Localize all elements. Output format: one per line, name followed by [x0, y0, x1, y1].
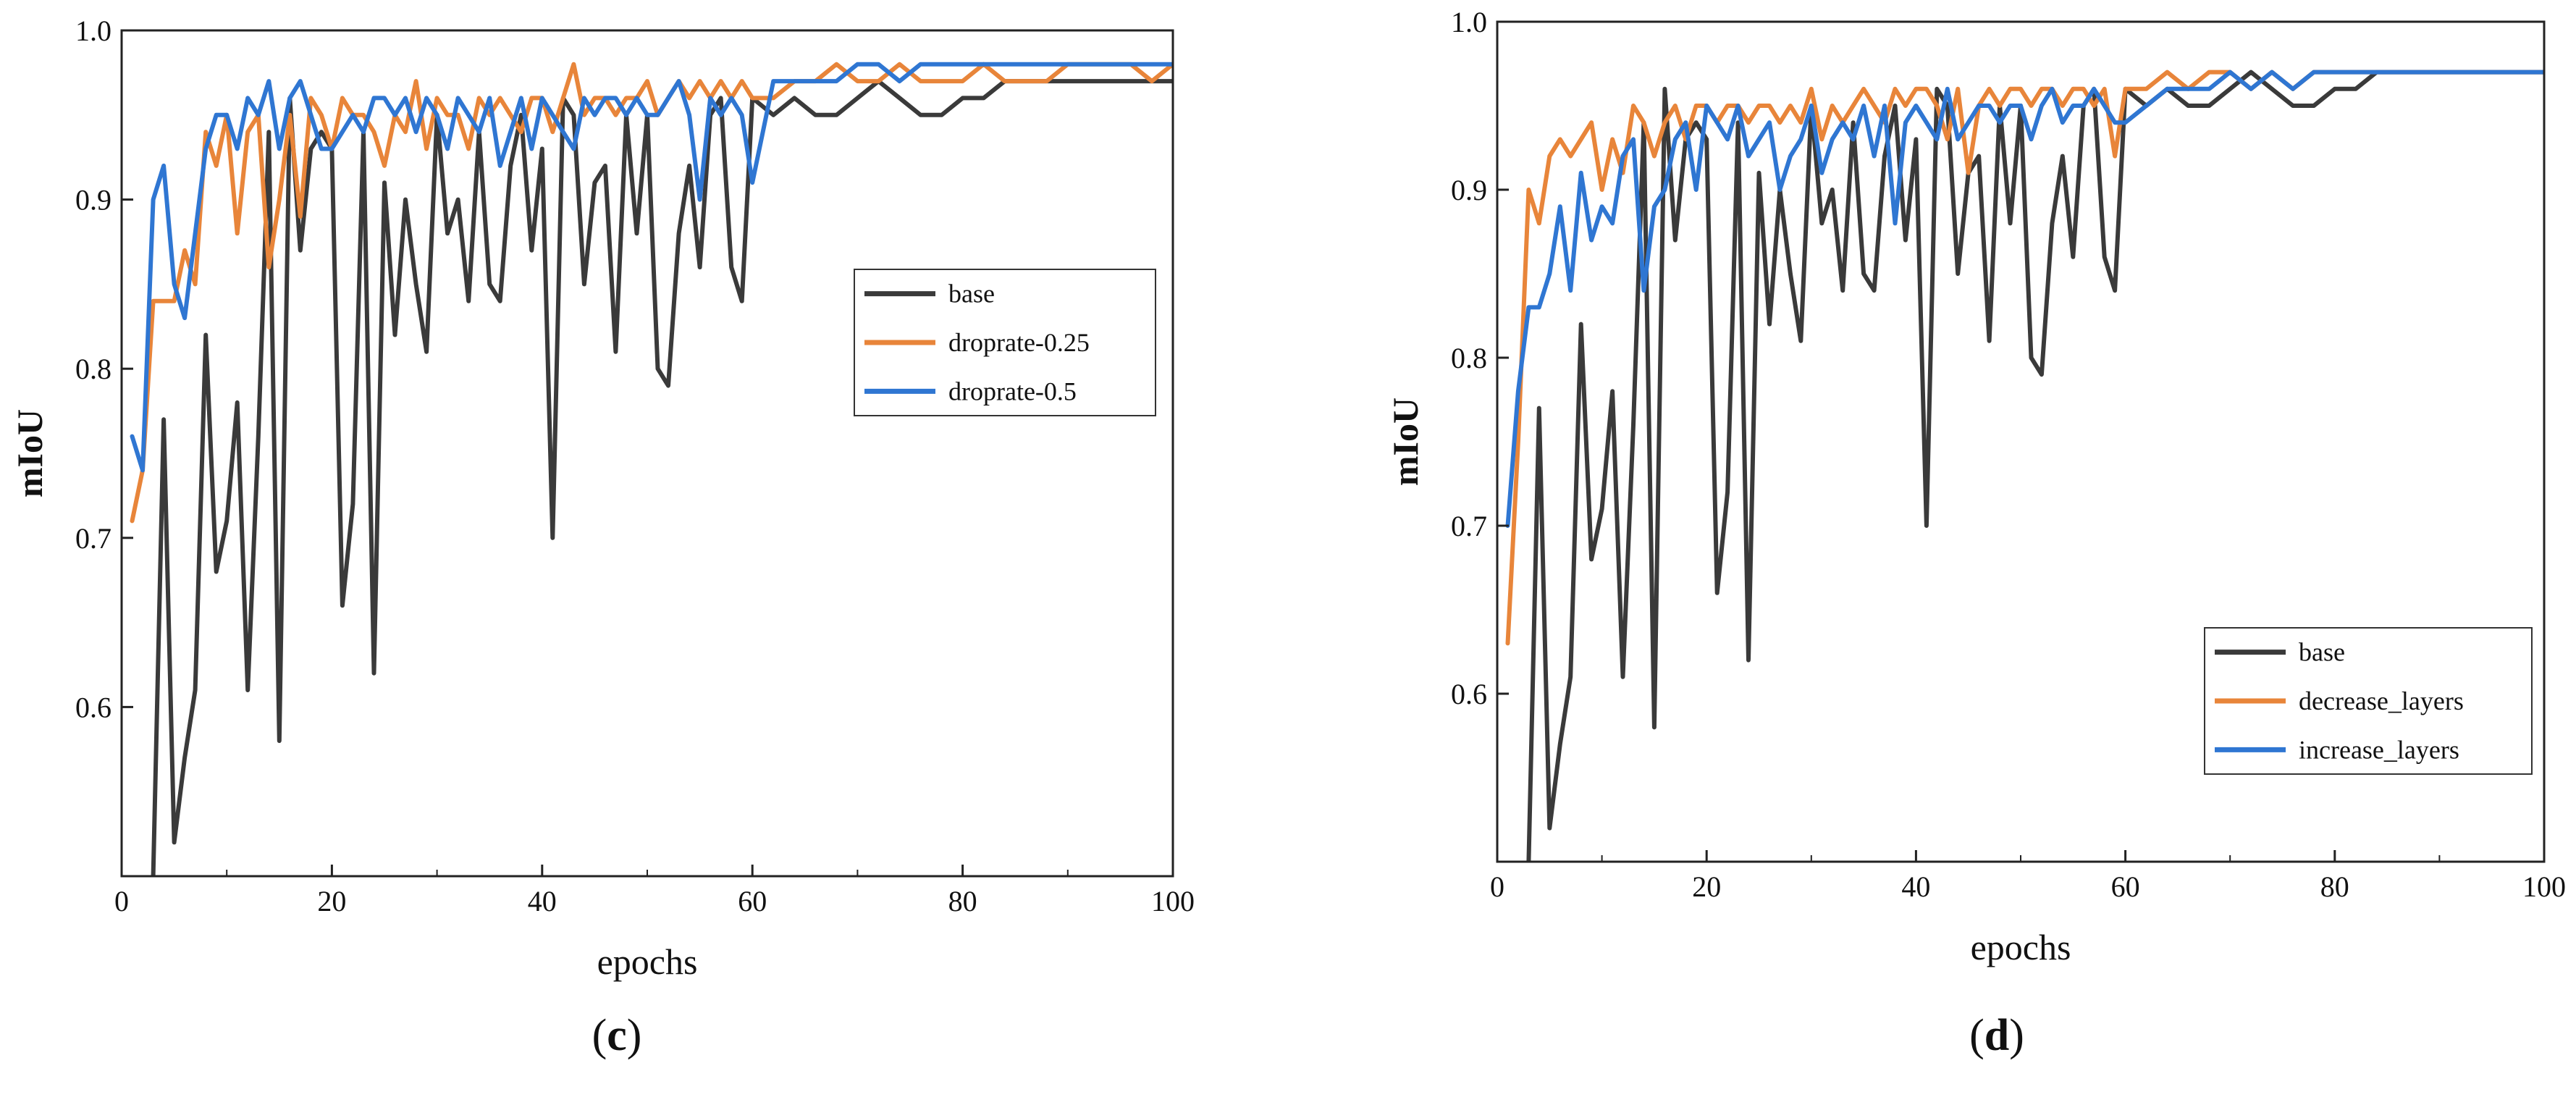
x-tick-label: 80 — [2320, 870, 2349, 903]
chart-panel-c: 0 20 40 60 80 100 0.6 0.7 0.8 0.9 1.0 epochs mIoU bas… — [9, 14, 1195, 982]
series-line-droprate-0.25 — [130, 62, 1173, 524]
series-line-base — [1526, 70, 2544, 862]
panel-label-c: (c) — [592, 1011, 642, 1060]
x-tick-label: 40 — [528, 885, 557, 917]
y-tick-label: 1.0 — [75, 14, 111, 47]
x-tick-label: 60 — [2111, 870, 2140, 903]
y-tick-label: 1.0 — [1451, 6, 1487, 38]
x-tick-label: 20 — [1692, 870, 1721, 903]
legend-label-droprate-0.25: droprate-0.25 — [948, 328, 1090, 357]
plot-area — [130, 62, 1173, 876]
x-tick-label: 0 — [1490, 870, 1504, 903]
y-tick-label: 0.8 — [75, 353, 111, 385]
plot-area — [1505, 70, 2544, 862]
y-tick-label: 0.7 — [1451, 510, 1487, 542]
y-tick-label: 0.8 — [1451, 342, 1487, 374]
y-axis-label: mIoU — [9, 409, 50, 497]
legend-label-decrease_layers: decrease_layers — [2299, 686, 2464, 715]
x-tick-label: 100 — [2522, 870, 2566, 903]
legend: base decrease_layers increase_layers — [2204, 627, 2533, 775]
legend-label-base: base — [2299, 638, 2345, 667]
y-tick-label: 0.6 — [75, 691, 111, 723]
legend: base droprate-0.25 droprate-0.5 — [854, 269, 1156, 416]
x-tick-label: 80 — [948, 885, 977, 917]
legend-label-base: base — [948, 280, 995, 308]
series-line-droprate-0.5 — [130, 62, 1173, 473]
x-axis-label: epochs — [597, 941, 698, 982]
y-tick-label: 0.9 — [1451, 174, 1487, 206]
legend-label-droprate-0.5: droprate-0.5 — [948, 377, 1077, 406]
series-line-increase_layers — [1505, 70, 2544, 528]
y-tick-label: 0.9 — [75, 184, 111, 217]
x-tick-label: 100 — [1151, 885, 1195, 917]
x-tick-label: 20 — [317, 885, 346, 917]
y-tick-label: 0.6 — [1451, 678, 1487, 710]
x-tick-label: 0 — [114, 885, 129, 917]
x-tick-label: 60 — [738, 885, 767, 917]
legend-label-increase_layers: increase_layers — [2299, 735, 2459, 764]
panel-label-d: (d) — [1969, 1011, 2024, 1060]
y-axis-label: mIoU — [1385, 398, 1426, 486]
y-tick-label: 0.7 — [75, 522, 111, 555]
x-tick-label: 40 — [1901, 870, 1930, 903]
chart-panel-d: 0 20 40 60 80 100 0.6 0.7 0.8 0.9 1.0 epochs mIoU bas… — [1385, 6, 2566, 967]
series-line-base — [151, 79, 1173, 876]
x-axis-label: epochs — [1971, 927, 2071, 967]
